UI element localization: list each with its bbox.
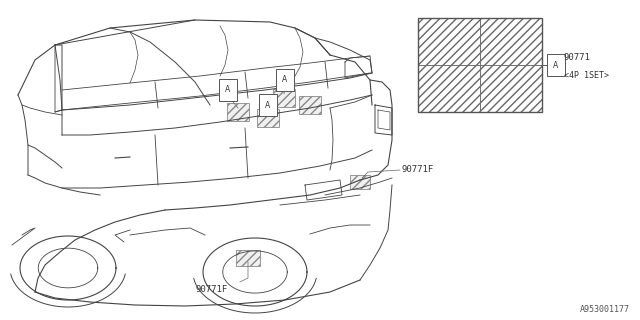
Bar: [480, 18, 542, 65]
Bar: [350, 175, 370, 189]
Bar: [227, 103, 249, 121]
Text: A953001177: A953001177: [580, 306, 630, 315]
Text: A: A: [266, 100, 271, 109]
Bar: [299, 96, 321, 114]
Bar: [480, 65, 542, 112]
Text: 90771F: 90771F: [402, 165, 435, 174]
Text: A: A: [282, 76, 287, 84]
Bar: [418, 65, 480, 112]
Text: 90771F: 90771F: [195, 284, 227, 293]
Bar: [418, 18, 480, 65]
Text: A: A: [225, 85, 230, 94]
Bar: [236, 250, 260, 266]
Bar: [418, 18, 542, 112]
Text: <4P 1SET>: <4P 1SET>: [564, 70, 609, 79]
Text: 90771: 90771: [564, 53, 591, 62]
Bar: [257, 109, 279, 127]
Text: A: A: [554, 60, 559, 69]
Bar: [273, 89, 295, 107]
